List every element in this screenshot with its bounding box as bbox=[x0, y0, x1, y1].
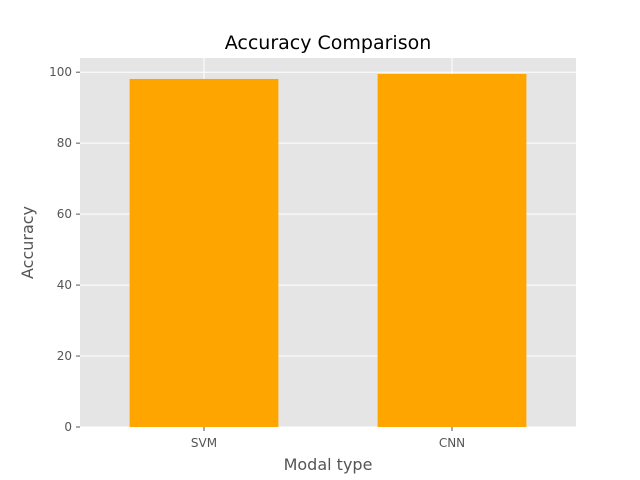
chart-title: Accuracy Comparison bbox=[225, 32, 432, 54]
bars bbox=[129, 73, 527, 428]
x-axis-label: Modal type bbox=[284, 455, 373, 474]
x-tick-label: SVM bbox=[191, 436, 217, 450]
bar-cnn bbox=[377, 73, 527, 428]
y-tick-label: 20 bbox=[57, 349, 72, 363]
x-axis-ticks: SVM CNN bbox=[191, 427, 465, 450]
y-axis-ticks: 0 20 40 60 80 100 bbox=[49, 65, 80, 434]
y-tick-label: 40 bbox=[57, 278, 72, 292]
y-tick-label: 60 bbox=[57, 207, 72, 221]
x-tick-label: CNN bbox=[439, 436, 465, 450]
bar-svm bbox=[129, 78, 279, 427]
y-tick-label: 80 bbox=[57, 136, 72, 150]
y-tick-label: 0 bbox=[64, 420, 72, 434]
y-axis-label: Accuracy bbox=[18, 206, 37, 279]
y-tick-label: 100 bbox=[49, 65, 72, 79]
